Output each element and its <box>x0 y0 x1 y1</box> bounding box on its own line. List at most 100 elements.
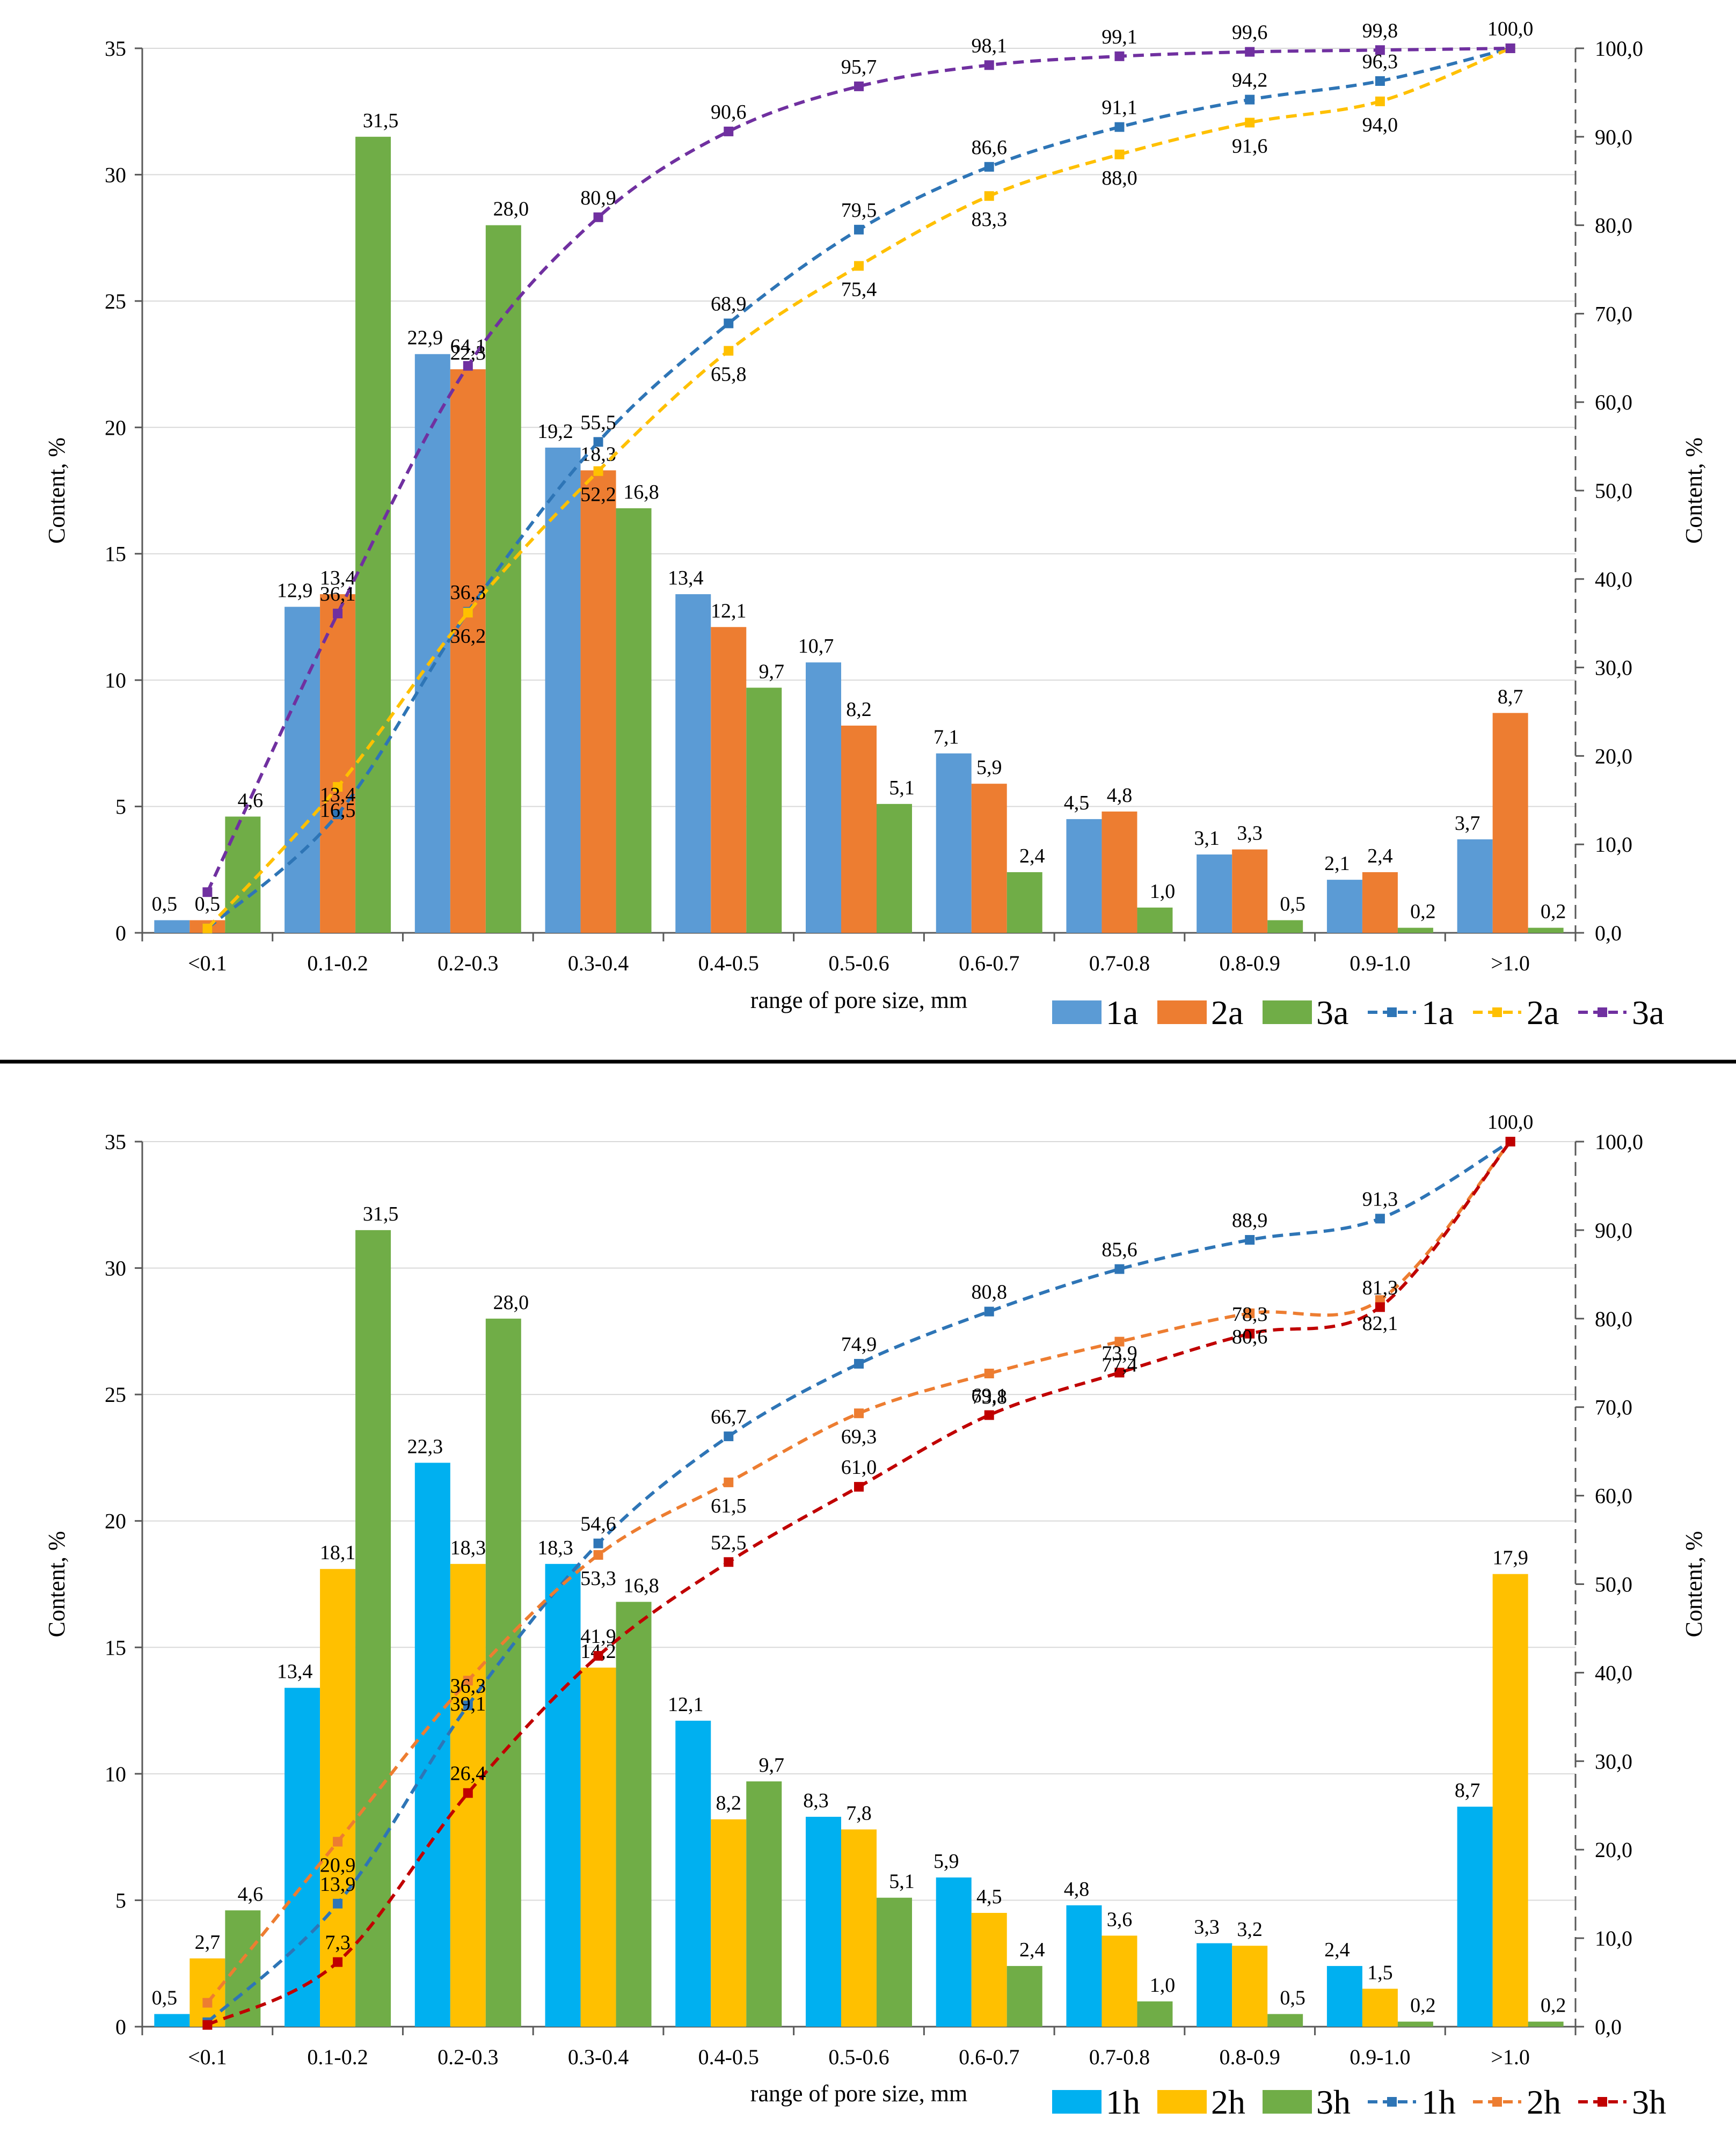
bar-1a <box>285 607 320 933</box>
bar-value-label: 2,7 <box>195 1931 221 1954</box>
left-y-tick-label: 30 <box>105 1256 126 1281</box>
bar-value-label: 7,1 <box>933 726 959 749</box>
line-value-label: 75,4 <box>841 278 877 301</box>
line-value-label: 86,6 <box>971 136 1007 159</box>
bar-value-label: 3,7 <box>1455 812 1480 835</box>
line-value-label: 64,1 <box>450 335 486 358</box>
legend-label: 3a <box>1316 993 1348 1032</box>
left-y-tick-label: 25 <box>105 289 126 313</box>
line-value-label: 82,1 <box>1362 1312 1398 1335</box>
bar-2h <box>1362 1989 1398 2027</box>
bar-2a <box>1232 849 1268 933</box>
line-point-3h <box>1375 1302 1385 1312</box>
bar-1h <box>1197 1943 1232 2027</box>
right-y-tick-label: 20,0 <box>1595 1838 1632 1862</box>
bar-value-label: 0,5 <box>1280 893 1305 915</box>
x-category-label: 0.7-0.8 <box>1089 2045 1150 2069</box>
bar-value-label: 9,7 <box>759 1754 785 1777</box>
bar-1h <box>545 1563 581 2027</box>
bar-value-label: 0,5 <box>152 893 178 915</box>
bar-3a <box>746 688 782 933</box>
bar-3h <box>616 1602 652 2027</box>
bar-value-label: 12,1 <box>711 600 747 622</box>
legend-label: 2h <box>1211 2083 1245 2121</box>
cumulative-line-3a <box>206 47 1511 893</box>
bar-3h <box>746 1781 782 2027</box>
line-value-label: 54,6 <box>580 1513 616 1536</box>
legend-swatch-bar <box>1263 1000 1312 1024</box>
x-category-label: <0.1 <box>188 951 227 975</box>
bar-1a <box>806 662 841 933</box>
legend-swatch-bar <box>1052 1000 1102 1024</box>
legend-label: 2h <box>1527 2083 1561 2121</box>
right-y-tick-label: 70,0 <box>1595 1395 1632 1420</box>
line-point-3a <box>593 212 603 222</box>
x-category-label: 0.8-0.9 <box>1220 2045 1280 2069</box>
x-category-label: 0.4-0.5 <box>698 951 759 975</box>
line-point-2a <box>724 346 734 356</box>
line-value-label: 77,4 <box>1102 1354 1137 1377</box>
line-point-2h <box>202 1998 213 2008</box>
bar-value-label: 22,9 <box>407 327 443 349</box>
bar-2h <box>1232 1946 1268 2027</box>
left-y-tick-label: 0 <box>115 921 126 945</box>
bar-3a <box>1137 907 1173 933</box>
line-value-label: 100,0 <box>1487 1111 1534 1134</box>
x-category-label: 0.4-0.5 <box>698 2045 759 2069</box>
bar-value-label: 13,4 <box>668 567 704 589</box>
right-y-tick-label: 30,0 <box>1595 1749 1632 1773</box>
left-y-tick-label: 10 <box>105 1762 126 1786</box>
line-point-2a <box>1114 149 1125 159</box>
line-value-label: 61,5 <box>711 1495 747 1517</box>
line-point-1h <box>333 1898 343 1909</box>
right-y-axis-title: Content, % <box>1681 1531 1707 1638</box>
bar-2h <box>1492 1574 1528 2027</box>
bar-2h <box>711 1819 747 2027</box>
line-point-2a <box>333 782 343 792</box>
line-value-label: 41,9 <box>580 1625 616 1648</box>
bar-value-label: 0,5 <box>1280 1986 1305 2009</box>
line-value-label: 66,7 <box>711 1406 747 1428</box>
right-y-tick-label: 100,0 <box>1595 36 1643 61</box>
bar-3h <box>1528 2021 1564 2027</box>
right-y-tick-label: 10,0 <box>1595 1926 1632 1950</box>
left-y-axis-title: Content, % <box>43 1531 70 1638</box>
x-category-label: 0.9-1.0 <box>1350 2045 1410 2069</box>
line-value-label: 100,0 <box>1487 18 1534 40</box>
bar-2h <box>971 1912 1007 2027</box>
line-value-label: 81,3 <box>1362 1276 1398 1299</box>
legend-swatch-bar <box>1052 2090 1102 2114</box>
legend-swatch-marker <box>1492 2097 1502 2107</box>
line-point-1a <box>1375 76 1385 86</box>
bar-value-label: 4,5 <box>976 1886 1002 1908</box>
bar-value-label: 10,7 <box>798 635 834 657</box>
bar-value-label: 4,8 <box>1064 1878 1090 1901</box>
line-point-3h <box>1245 1328 1255 1339</box>
line-point-3a <box>854 81 864 91</box>
legend-label: 1h <box>1421 2083 1456 2121</box>
bar-value-label: 16,8 <box>623 481 659 503</box>
bar-value-label: 13,4 <box>277 1661 313 1683</box>
bar-2a <box>1492 713 1528 933</box>
left-y-tick-label: 15 <box>105 1635 126 1660</box>
line-value-label: 80,8 <box>971 1281 1007 1304</box>
left-y-tick-label: 15 <box>105 542 126 566</box>
line-point-1a <box>854 224 864 235</box>
line-value-label: 79,5 <box>841 199 877 222</box>
bar-1h <box>285 1687 320 2027</box>
line-value-label: 52,2 <box>580 484 616 506</box>
bar-3h <box>877 1897 912 2027</box>
bar-value-label: 17,9 <box>1492 1547 1528 1569</box>
line-value-label: 69,3 <box>841 1426 877 1448</box>
line-point-2h <box>984 1369 994 1379</box>
bar-value-label: 18,3 <box>450 1537 486 1559</box>
bar-value-label: 3,2 <box>1237 1918 1263 1941</box>
bar-value-label: 18,3 <box>537 1537 573 1559</box>
bar-value-label: 2,4 <box>1019 1939 1045 1961</box>
line-value-label: 99,6 <box>1232 21 1268 44</box>
bar-value-label: 0,2 <box>1410 901 1436 923</box>
line-value-label: 36,1 <box>320 583 356 605</box>
bar-value-label: 4,8 <box>1107 784 1133 807</box>
bar-value-label: 4,5 <box>1064 792 1090 814</box>
